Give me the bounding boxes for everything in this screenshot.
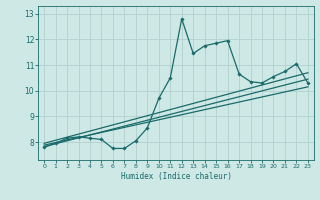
X-axis label: Humidex (Indice chaleur): Humidex (Indice chaleur) — [121, 172, 231, 181]
